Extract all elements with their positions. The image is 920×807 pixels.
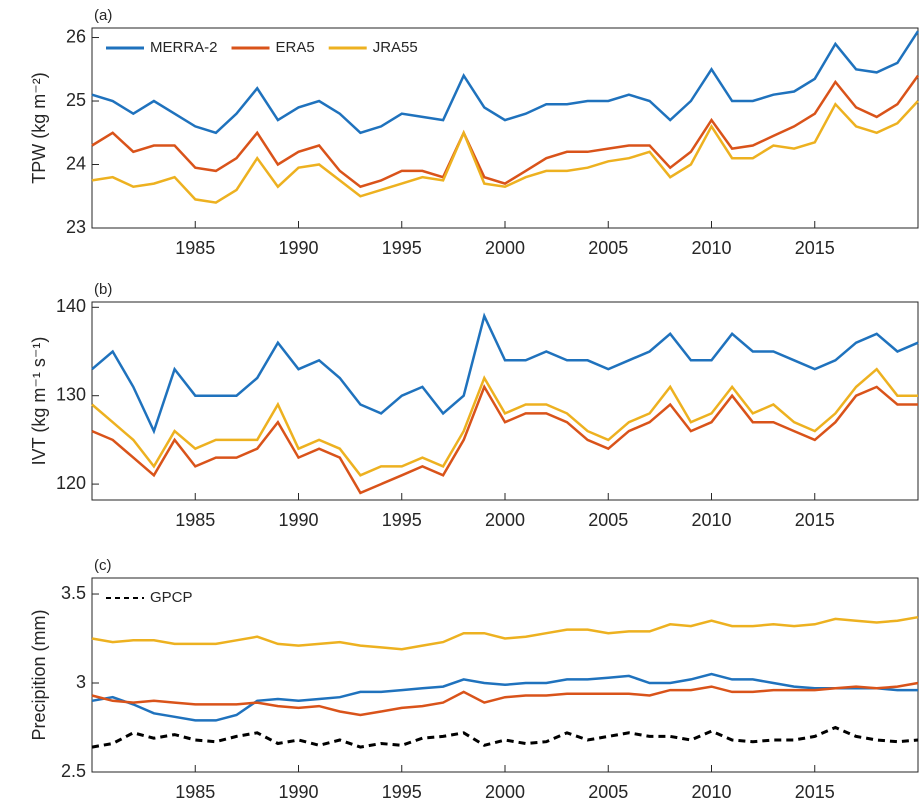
legend-label: GPCP [150,589,193,606]
y-tick-label: 26 [66,26,86,46]
x-tick-label: 2000 [485,782,525,802]
panel-label: (b) [94,281,112,298]
x-tick-label: 2015 [795,238,835,258]
series-line [91,672,918,722]
x-tick-label: 2010 [691,510,731,530]
panel-label: (a) [94,7,112,24]
y-tick-label: 140 [56,296,86,316]
x-tick-label: 2010 [691,782,731,802]
y-axis-title: TPW (kg m⁻²) [29,72,49,183]
x-tick-label: 2000 [485,510,525,530]
x-tick-label: 1985 [175,782,215,802]
x-tick-label: 1990 [278,510,318,530]
x-tick-label: 2005 [588,238,628,258]
x-tick-label: 1990 [278,238,318,258]
plot-frame [91,301,919,501]
y-tick-label: 3 [76,672,86,692]
plot-frame [91,27,919,229]
series-line [91,30,920,135]
plot-frame [91,577,919,773]
x-tick-label: 1985 [175,238,215,258]
x-tick-label: 2010 [691,238,731,258]
x-tick-label: 1995 [382,782,422,802]
x-tick-label: 2015 [795,782,835,802]
y-tick-label: 120 [56,473,86,493]
x-tick-label: 2005 [588,510,628,530]
x-tick-label: 1995 [382,238,422,258]
y-tick-label: 25 [66,90,86,110]
y-tick-label: 130 [56,384,86,404]
series-line [91,725,919,749]
legend-label: MERRA-2 [150,39,218,56]
series-line [91,312,919,435]
x-tick-label: 2000 [485,238,525,258]
x-tick-label: 1990 [278,782,318,802]
y-tick-label: 23 [66,217,86,237]
legend-label: ERA5 [276,39,315,56]
series-line [91,74,920,189]
series-line [91,100,919,204]
series-line [91,367,918,477]
y-axis-title: IVT (kg m⁻¹ s⁻¹) [29,337,49,466]
series-line [91,615,919,651]
y-axis-title: Precipition (mm) [29,609,49,740]
series-line [91,681,919,717]
x-tick-label: 1995 [382,510,422,530]
x-tick-label: 1985 [175,510,215,530]
y-tick-label: 3.5 [61,583,86,603]
panel-label: (c) [94,557,112,574]
x-tick-label: 2005 [588,782,628,802]
legend-label: JRA55 [373,39,418,56]
y-tick-label: 24 [66,153,86,173]
y-tick-label: 2.5 [61,761,86,781]
series-line [91,384,918,495]
x-tick-label: 2015 [795,510,835,530]
